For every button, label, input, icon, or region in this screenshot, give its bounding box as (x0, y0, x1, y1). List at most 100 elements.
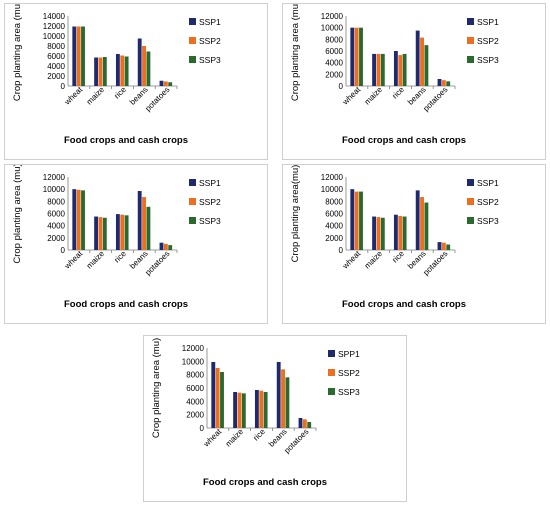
bar-ssp1-potatoes (159, 80, 164, 86)
bar-ssp2-beans (420, 37, 424, 86)
bar-ssp1-beans (415, 190, 420, 250)
bar-ssp2-beans (142, 46, 146, 86)
bar-ssp1-wheat (72, 26, 77, 86)
y-axis-label: Crop planting area (mu) (151, 338, 162, 438)
bar-ssp3-potatoes (307, 422, 312, 428)
bar-ssp2-potatoes (163, 243, 168, 250)
chart-panel-5: Crop planting area (mu) 0 2000 4000 6000 8000… (143, 335, 407, 502)
legend-label-ssp2: SSP2 (477, 36, 499, 46)
category-label-wheat: wheat (340, 85, 363, 108)
legend-swatch-ssp2 (467, 37, 474, 44)
y-tick-label: 6000 (325, 210, 343, 219)
y-tick-label: 6000 (325, 47, 343, 56)
x-axis-label: Food crops and cash crops (342, 299, 466, 310)
bar-ssp2-maize (237, 392, 242, 428)
bar-ssp3-beans (285, 377, 290, 428)
y-tick-label: 0 (61, 246, 66, 255)
bar-ssp1-maize (94, 216, 99, 250)
legend-label-ssp2: SSP2 (199, 36, 221, 46)
bar-ssp2-potatoes (163, 81, 168, 86)
y-tick-label: 10000 (321, 185, 344, 194)
bar-ssp3-rice (402, 53, 407, 86)
legend-label-ssp2: SSP2 (338, 368, 360, 378)
y-tick-label: 8000 (186, 371, 204, 380)
bar-ssp1-maize (372, 216, 377, 250)
legend-swatch-spp1 (328, 350, 335, 357)
y-tick-label: 12000 (321, 12, 344, 21)
legend-label-ssp1: SSP1 (199, 178, 221, 188)
bar-spp1-rice (254, 390, 259, 428)
legend-label-ssp1: SSP1 (199, 17, 221, 27)
legend-swatch-ssp1 (189, 18, 196, 25)
bar-ssp3-beans (424, 202, 429, 250)
legend-label-ssp2: SSP2 (199, 197, 221, 207)
category-label-wheat: wheat (62, 249, 85, 272)
y-tick-label: 2000 (186, 411, 204, 420)
bar-ssp3-wheat (359, 27, 363, 87)
legend-label-ssp3: SSP3 (477, 55, 499, 65)
bar-ssp1-wheat (72, 189, 77, 250)
y-tick-label: 10000 (43, 185, 66, 194)
y-tick-label: 4000 (47, 222, 65, 231)
bar-ssp3-beans (146, 51, 151, 86)
bar-ssp1-rice (393, 214, 398, 250)
bar-ssp2-beans (281, 369, 285, 428)
category-label-rice: rice (390, 249, 406, 265)
bar-ssp1-rice (393, 51, 398, 86)
y-tick-label: 8000 (47, 197, 65, 206)
legend-swatch-ssp1 (467, 18, 474, 25)
legend-swatch-ssp3 (467, 56, 474, 63)
category-label-rice: rice (112, 85, 128, 101)
bar-spp1-maize (233, 392, 238, 428)
y-tick-label: 4000 (47, 62, 65, 71)
legend-label-ssp3: SSP3 (338, 387, 360, 397)
y-tick-label: 0 (339, 82, 344, 91)
chart-svg: Crop planting area(mu) 0 2000 4000 6000 8000 1… (290, 165, 499, 310)
bar-ssp2-rice (120, 214, 125, 250)
bar-ssp2-maize (376, 217, 381, 250)
y-tick-label: 12000 (43, 173, 66, 182)
category-label-maize: maize (85, 85, 107, 107)
bar-ssp2-maize (376, 53, 381, 86)
bar-ssp2-wheat (76, 26, 81, 86)
category-label-maize: maize (224, 427, 246, 449)
category-label-potatoes: potatoes (421, 85, 449, 113)
y-tick-label: 10000 (321, 24, 344, 33)
y-tick-label: 10000 (182, 357, 205, 366)
bar-ssp3-potatoes (168, 245, 173, 250)
bar-ssp3-maize (380, 217, 385, 250)
y-tick-label: 0 (200, 424, 205, 433)
legend-swatch-ssp3 (467, 217, 474, 224)
bar-ssp2-rice (398, 55, 403, 86)
bar-ssp2-potatoes (441, 242, 446, 250)
chart-panel-1: Crop planting area (mu) 0 2000 4000 6000 8000… (4, 3, 268, 160)
y-tick-label: 0 (61, 82, 66, 91)
bar-ssp1-beans (137, 190, 142, 250)
y-tick-label: 4000 (325, 59, 343, 68)
legend-label-ssp1: SSP1 (477, 178, 499, 188)
y-tick-label: 12000 (43, 22, 66, 31)
x-axis-label: Food crops and cash crops (64, 135, 188, 146)
y-axis-label: Crop planting area (mu) (290, 4, 301, 101)
y-tick-label: 6000 (47, 52, 65, 61)
bar-ssp3-maize (241, 393, 246, 428)
bar-ssp3-potatoes (446, 81, 451, 86)
bar-ssp3-rice (124, 215, 129, 250)
bar-ssp2-wheat (354, 191, 359, 250)
legend-swatch-ssp1 (189, 179, 196, 186)
bar-ssp3-rice (402, 216, 407, 250)
category-label-rice: rice (251, 427, 267, 443)
bar-ssp3-wheat (359, 191, 363, 250)
bar-ssp2-wheat (215, 368, 220, 428)
bar-ssp1-beans (137, 38, 142, 86)
category-label-wheat: wheat (62, 85, 85, 108)
y-tick-label: 8000 (325, 197, 343, 206)
y-tick-label: 2000 (325, 234, 343, 243)
x-axis-label: Food crops and cash crops (203, 477, 327, 488)
legend-swatch-ssp2 (328, 369, 335, 376)
category-label-potatoes: potatoes (143, 249, 171, 277)
legend-swatch-ssp2 (189, 37, 196, 44)
bar-ssp2-beans (420, 197, 424, 250)
category-label-potatoes: potatoes (282, 427, 310, 455)
legend-label-spp1: SPP1 (338, 349, 360, 359)
